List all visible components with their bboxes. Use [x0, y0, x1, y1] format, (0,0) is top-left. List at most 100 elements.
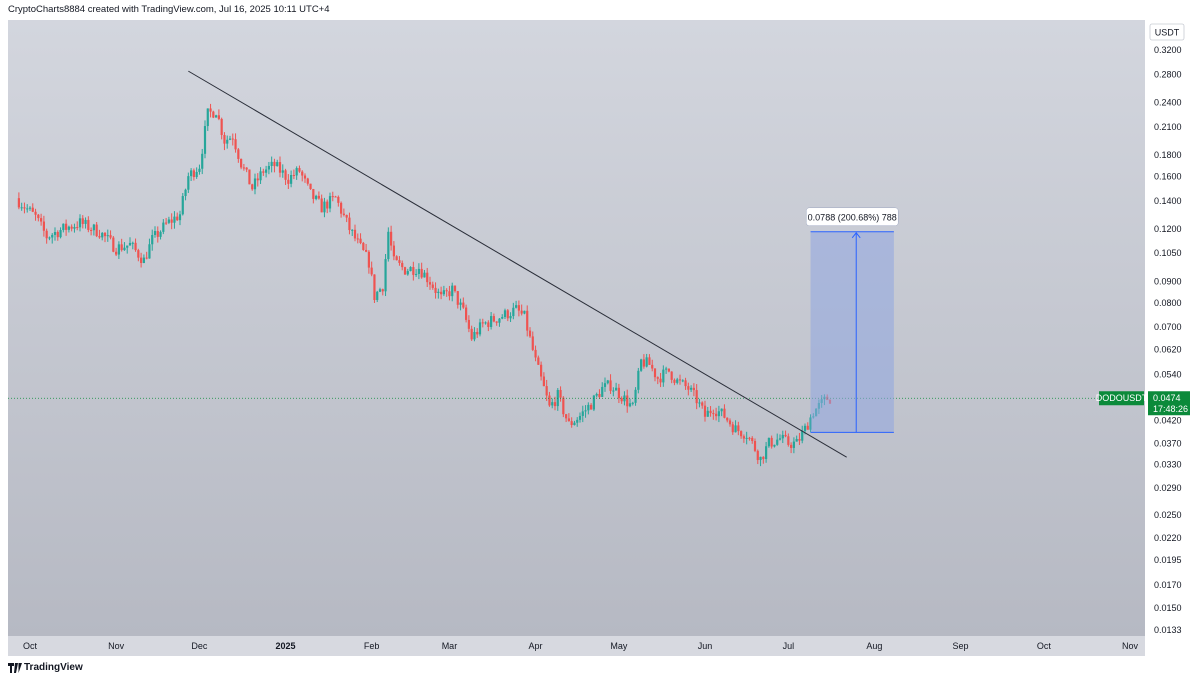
- candle-body: [31, 207, 34, 212]
- candle-body: [645, 357, 648, 367]
- candle-body: [767, 437, 770, 447]
- candle: [353, 224, 357, 242]
- candle: [259, 167, 262, 184]
- candle-body: [567, 418, 570, 422]
- candle-body: [234, 139, 237, 150]
- candle-body: [262, 171, 265, 173]
- candle: [295, 166, 298, 180]
- candle: [162, 219, 165, 235]
- candle-body: [487, 322, 490, 327]
- candle-body: [740, 431, 743, 437]
- drawings-layer: 0.0788 (200.68%) 788: [8, 70, 1145, 458]
- candle: [695, 384, 698, 410]
- candle: [406, 268, 409, 276]
- candle-body: [217, 115, 220, 119]
- candle-body: [698, 402, 701, 404]
- candle: [703, 400, 707, 422]
- candle-body: [659, 378, 662, 383]
- candle-body: [359, 238, 362, 243]
- candle: [28, 206, 32, 211]
- last-price-tag: [1148, 391, 1190, 416]
- candle-body: [292, 175, 295, 177]
- candle-body: [253, 178, 257, 190]
- candle-body: [695, 390, 698, 404]
- candle: [684, 377, 687, 390]
- time-axis[interactable]: Oct Nov Dec 2025 Feb Mar Apr May Jun Jul Aug Sep Oct…: [23, 641, 1139, 651]
- candle: [173, 211, 176, 229]
- candle-body: [353, 229, 357, 239]
- candle: [212, 110, 215, 119]
- plot-background: [8, 20, 1145, 636]
- candle: [537, 355, 540, 365]
- price-tick-label: 0.1400: [1154, 196, 1182, 206]
- candle: [178, 210, 182, 226]
- candle: [617, 383, 620, 404]
- candle: [390, 225, 393, 251]
- candle: [765, 441, 768, 463]
- candle-body: [156, 231, 159, 237]
- candle: [201, 148, 204, 175]
- candle-body: [501, 317, 504, 319]
- candle-body: [126, 245, 129, 248]
- candle-body: [476, 331, 479, 335]
- currency-label[interactable]: USDT: [1155, 28, 1180, 38]
- candle: [748, 436, 751, 441]
- candle-body: [287, 179, 290, 184]
- candle: [276, 159, 279, 167]
- candle-body: [748, 437, 751, 439]
- time-tick-label: Dec: [191, 641, 208, 651]
- candle-body: [662, 369, 665, 383]
- candle-body: [806, 425, 809, 430]
- candle: [223, 132, 226, 151]
- price-axis-background: [1145, 20, 1200, 656]
- candle: [651, 359, 654, 372]
- candle: [387, 227, 390, 262]
- candle-body: [290, 175, 293, 184]
- currency-box[interactable]: [1149, 23, 1185, 41]
- candle: [45, 228, 48, 244]
- candle: [473, 327, 476, 342]
- candle-body: [106, 235, 109, 237]
- candle-body: [45, 230, 48, 239]
- candle-body: [465, 307, 468, 320]
- measure-box[interactable]: [810, 231, 894, 433]
- candle-body: [528, 330, 532, 337]
- candle: [792, 437, 795, 454]
- candle: [112, 235, 115, 253]
- candle-body: [726, 417, 729, 421]
- candle: [492, 313, 495, 323]
- candle: [726, 417, 729, 423]
- candle-body: [448, 291, 451, 297]
- candle-body: [209, 108, 212, 112]
- candle: [142, 254, 145, 264]
- candle-body: [678, 379, 682, 381]
- candle-body: [490, 316, 493, 327]
- candle: [56, 230, 59, 241]
- price-axis[interactable]: USDT 0.3200 0.2800 0.2400 0.2100 0.1800 0.1600…: [1096, 23, 1190, 635]
- time-axis-background: [8, 636, 1145, 656]
- candle: [759, 456, 762, 467]
- candle-body: [692, 387, 695, 391]
- candle-body: [137, 250, 140, 258]
- candle-body: [284, 170, 287, 180]
- candle-body: [473, 331, 476, 340]
- candle: [215, 114, 218, 118]
- candle: [265, 165, 268, 178]
- countdown-value: 17:48:26: [1153, 404, 1188, 414]
- candle-body: [142, 257, 145, 263]
- candle-body: [517, 305, 520, 311]
- candle: [509, 312, 512, 323]
- candle: [642, 354, 645, 369]
- candle: [498, 318, 501, 327]
- candle-body: [101, 232, 104, 238]
- trendline[interactable]: [188, 70, 847, 458]
- measure-label: 0.0788 (200.68%) 788: [808, 212, 897, 222]
- candle-body: [498, 318, 501, 323]
- candle: [659, 372, 662, 388]
- candle-body: [56, 232, 59, 238]
- candle-body: [542, 376, 545, 387]
- price-tick-label: 0.0700: [1154, 322, 1182, 332]
- candle: [470, 325, 473, 341]
- price-tick-label: 0.0133: [1154, 625, 1182, 635]
